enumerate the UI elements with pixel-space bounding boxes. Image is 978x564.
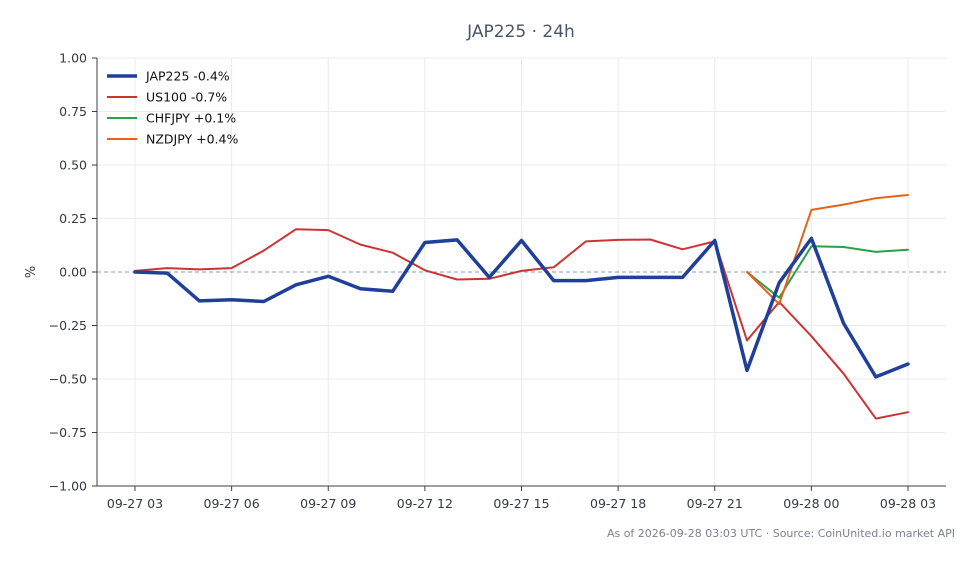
x-tick-label: 09-27 03 (107, 496, 163, 511)
y-tick-label: −0.50 (49, 372, 87, 387)
series-line-0 (133, 236, 910, 379)
x-tick-label: 09-27 21 (687, 496, 743, 511)
source-footer: As of 2026-09-28 03:03 UTC · Source: Coi… (607, 527, 955, 540)
y-tick-label: 0.50 (59, 158, 87, 173)
y-axis-label: % (24, 266, 39, 278)
series-line-3 (746, 194, 909, 306)
y-tick-label: −0.25 (49, 318, 87, 333)
grid (97, 57, 946, 487)
x-tick-label: 09-27 15 (493, 496, 549, 511)
legend-label: US100 -0.7% (146, 90, 227, 105)
axes: 1.00 0.75 0.50 0.25 0.00 −0.25 −0.50 −0.75 −1.00… (49, 51, 946, 511)
legend-label: JAP225 -0.4% (145, 69, 230, 84)
y-tick-label: 0.00 (59, 265, 87, 280)
y-tick-label: 1.00 (59, 51, 87, 66)
series-lines (133, 194, 910, 420)
y-tick-label: 0.25 (59, 211, 87, 226)
y-tick-label: −0.75 (49, 425, 87, 440)
x-tick-label: 09-27 06 (204, 496, 260, 511)
x-tick-label: 09-27 09 (300, 496, 356, 511)
legend-label: CHFJPY +0.1% (146, 111, 236, 126)
x-tick-label: 09-27 12 (397, 496, 453, 511)
y-tick-label: 0.75 (59, 104, 87, 119)
x-tick-label: 09-28 03 (880, 496, 936, 511)
legend-label: NZDJPY +0.4% (146, 132, 238, 147)
chart-title: JAP225 · 24h (466, 22, 575, 42)
y-tick-label: −1.00 (49, 479, 87, 494)
legend: JAP225 -0.4% US100 -0.7% CHFJPY +0.1% NZDJP… (107, 69, 238, 147)
x-tick-label: 09-28 00 (783, 496, 839, 511)
x-tick-label: 09-27 18 (590, 496, 646, 511)
